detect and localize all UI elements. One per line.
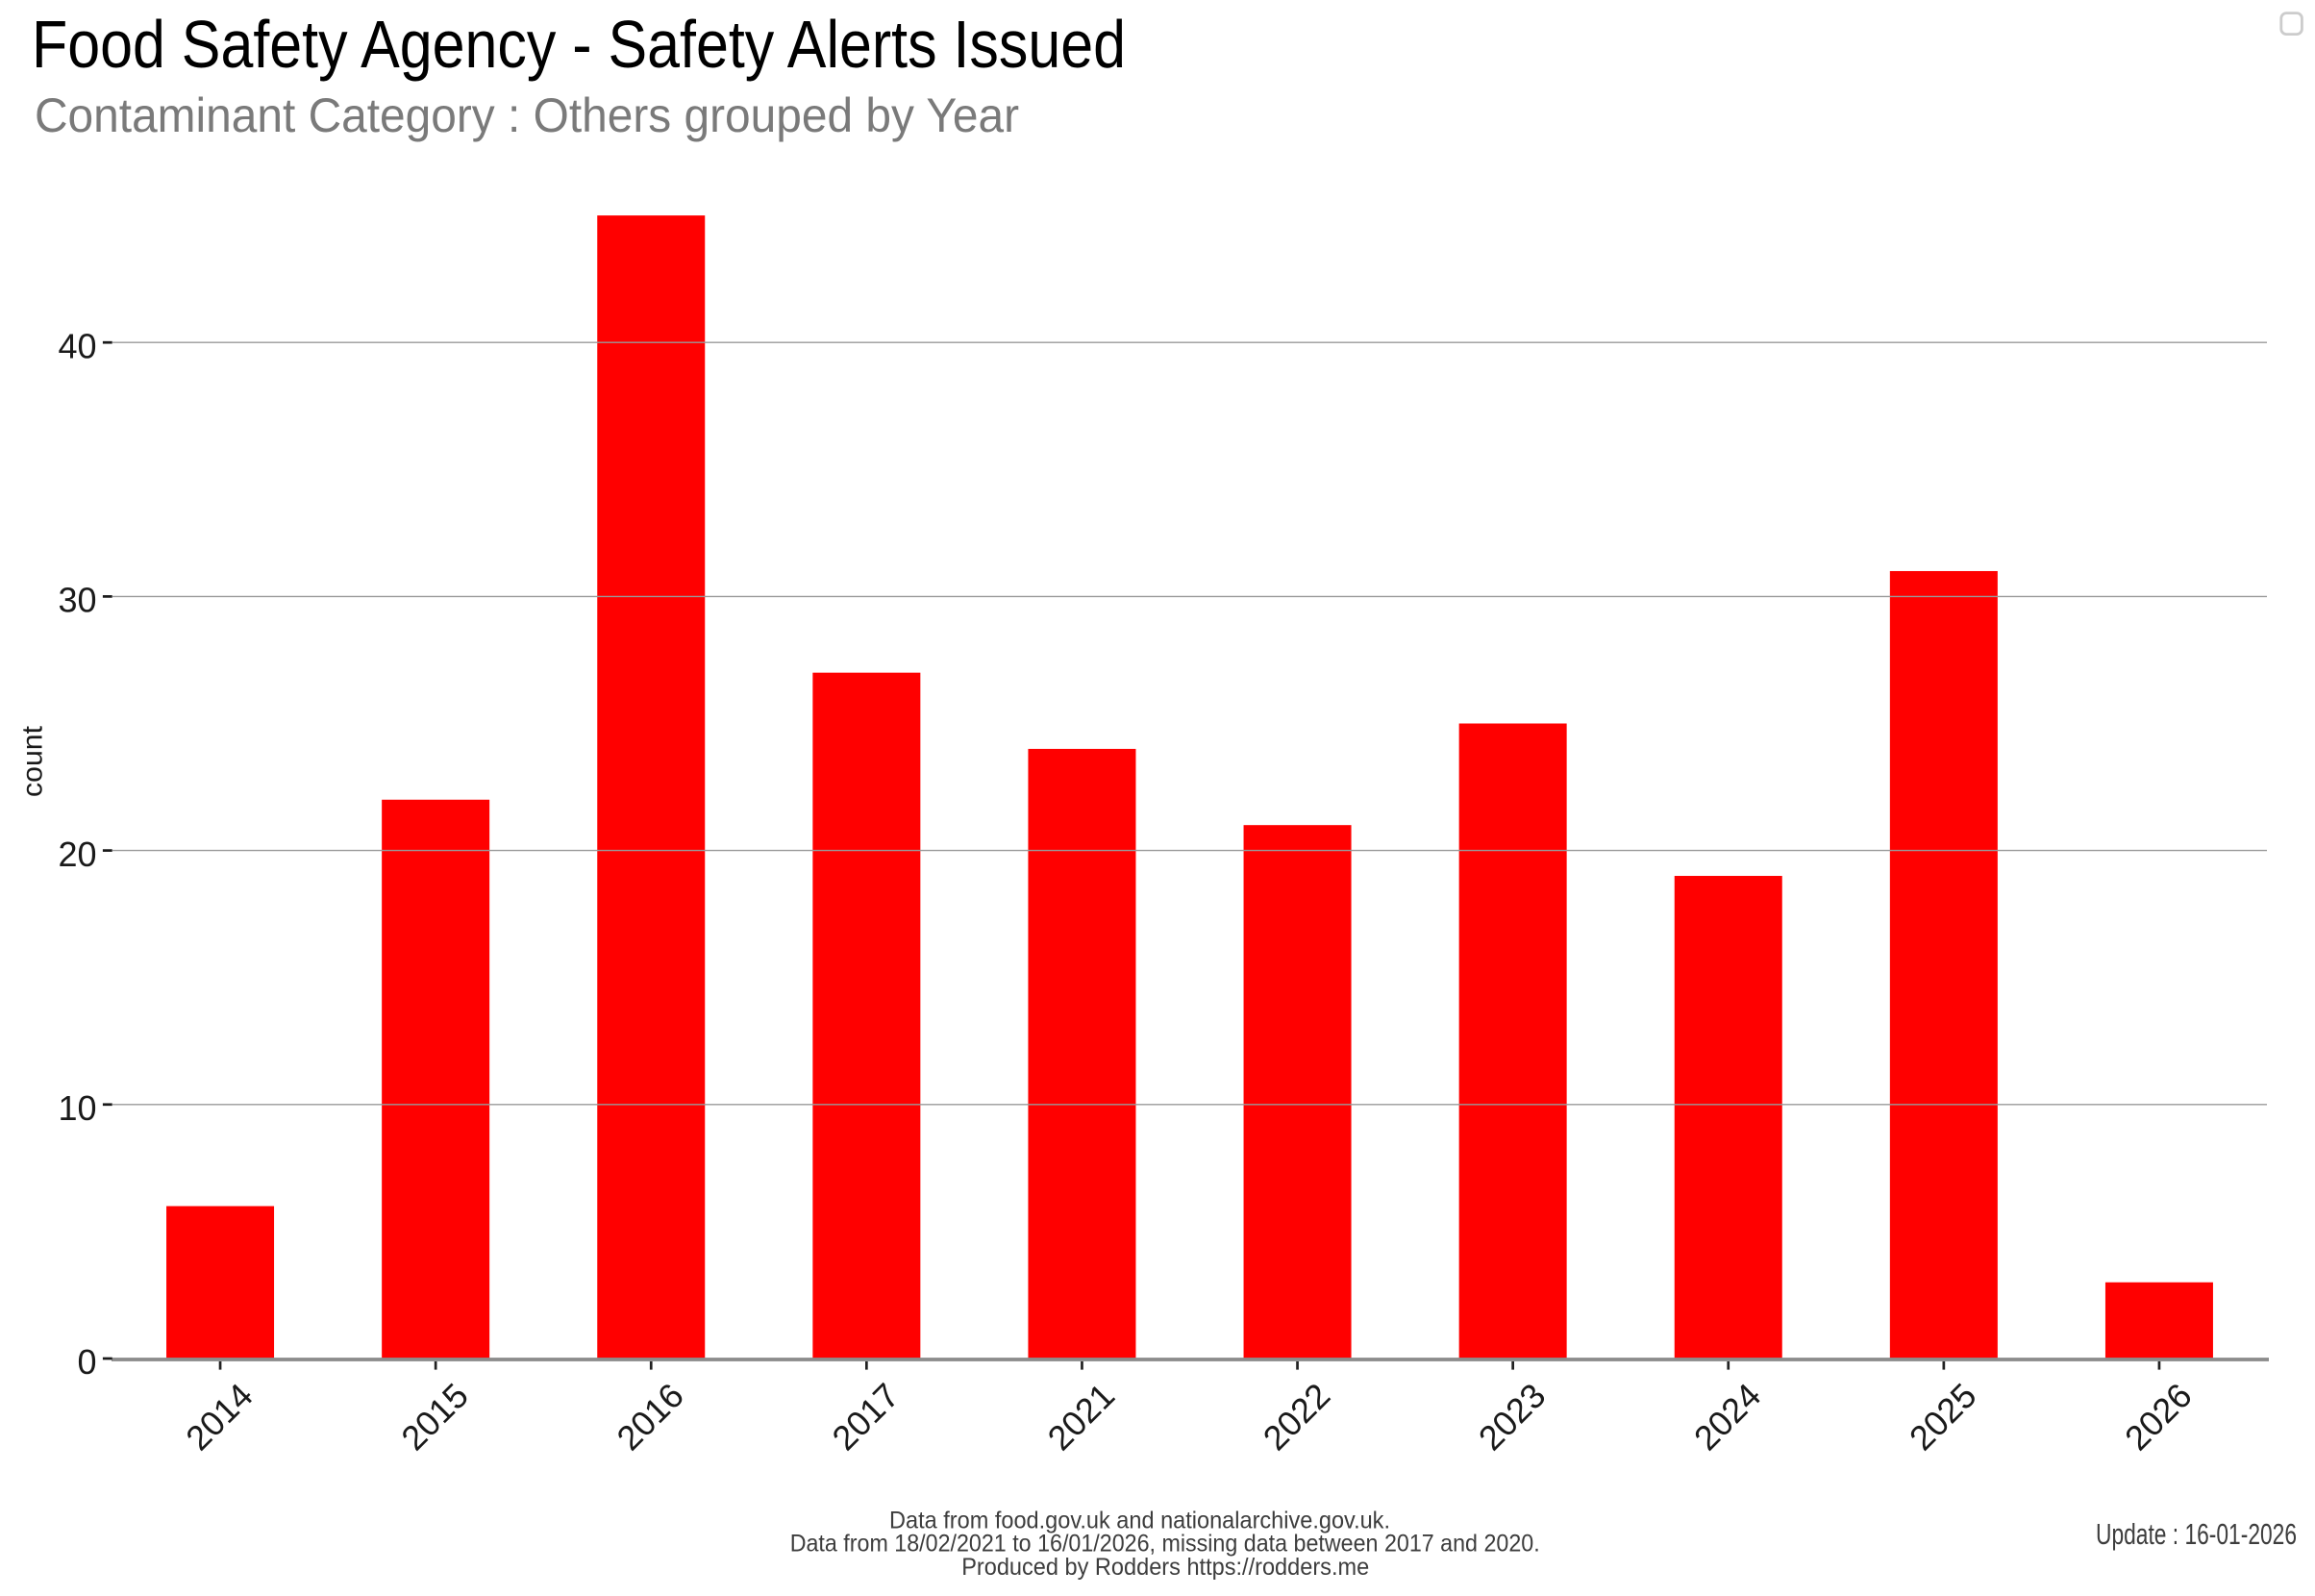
svg-text:30: 30: [58, 581, 96, 620]
svg-text:Contaminant Category : Others: Contaminant Category : Others grouped by…: [35, 88, 1019, 142]
svg-text:10: 10: [58, 1088, 96, 1128]
svg-text:Data from 18/02/2021 to 16/01/: Data from 18/02/2021 to 16/01/2026, miss…: [790, 1531, 1540, 1558]
svg-text:Data from food.gov.uk and nati: Data from food.gov.uk and nationalarchiv…: [889, 1508, 1390, 1534]
svg-text:20: 20: [58, 835, 96, 874]
svg-text:40: 40: [58, 326, 96, 365]
svg-text:Food Safety Agency - Safety Al: Food Safety Agency - Safety Alerts Issue…: [32, 7, 1126, 82]
svg-text:0: 0: [77, 1342, 96, 1382]
svg-text:Update : 16-01-2026: Update : 16-01-2026: [2096, 1517, 2297, 1551]
svg-text:count: count: [17, 725, 49, 797]
svg-text:Produced by Rodders https://ro: Produced by Rodders https://rodders.me: [961, 1554, 1369, 1581]
